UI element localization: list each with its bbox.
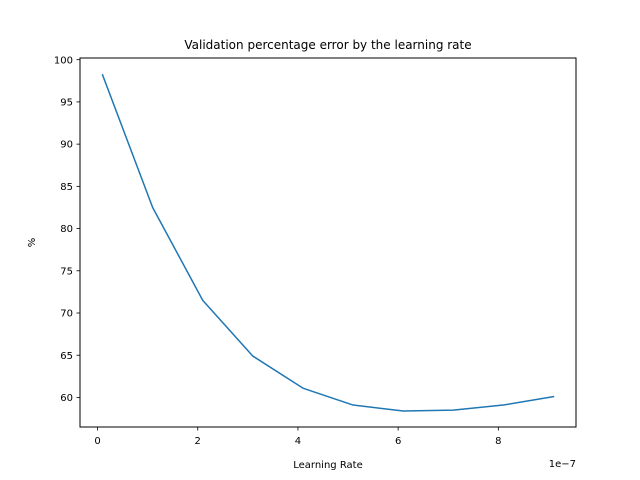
- x-axis-label: Learning Rate: [293, 460, 363, 471]
- x-tick-label: 4: [295, 436, 301, 447]
- y-axis-label: %: [27, 238, 38, 248]
- axes-frame: [79, 57, 577, 428]
- x-tick-label: 6: [395, 436, 401, 447]
- chart-title: Validation percentage error by the learn…: [184, 38, 471, 52]
- y-axis: 60 65 70 75 80 85 90 95 100: [54, 55, 80, 404]
- x-tick-label: 0: [94, 436, 100, 447]
- y-tick-label: 70: [60, 309, 73, 320]
- x-axis-offset-text: 1e−7: [549, 459, 576, 470]
- y-tick-label: 90: [60, 140, 73, 151]
- x-tick-label: 8: [495, 436, 501, 447]
- y-tick-label: 60: [60, 393, 73, 404]
- y-tick-label: 80: [60, 224, 73, 235]
- series-line: [101, 73, 555, 412]
- x-tick-label: 2: [195, 436, 201, 447]
- y-tick-label: 75: [60, 266, 73, 277]
- y-tick-label: 65: [60, 351, 73, 362]
- y-tick-label: 100: [54, 55, 73, 66]
- y-tick-label: 85: [60, 182, 73, 193]
- x-axis: 0 2 4 6 8: [94, 427, 502, 447]
- y-tick-label: 95: [60, 98, 73, 109]
- plot-area: [101, 73, 555, 412]
